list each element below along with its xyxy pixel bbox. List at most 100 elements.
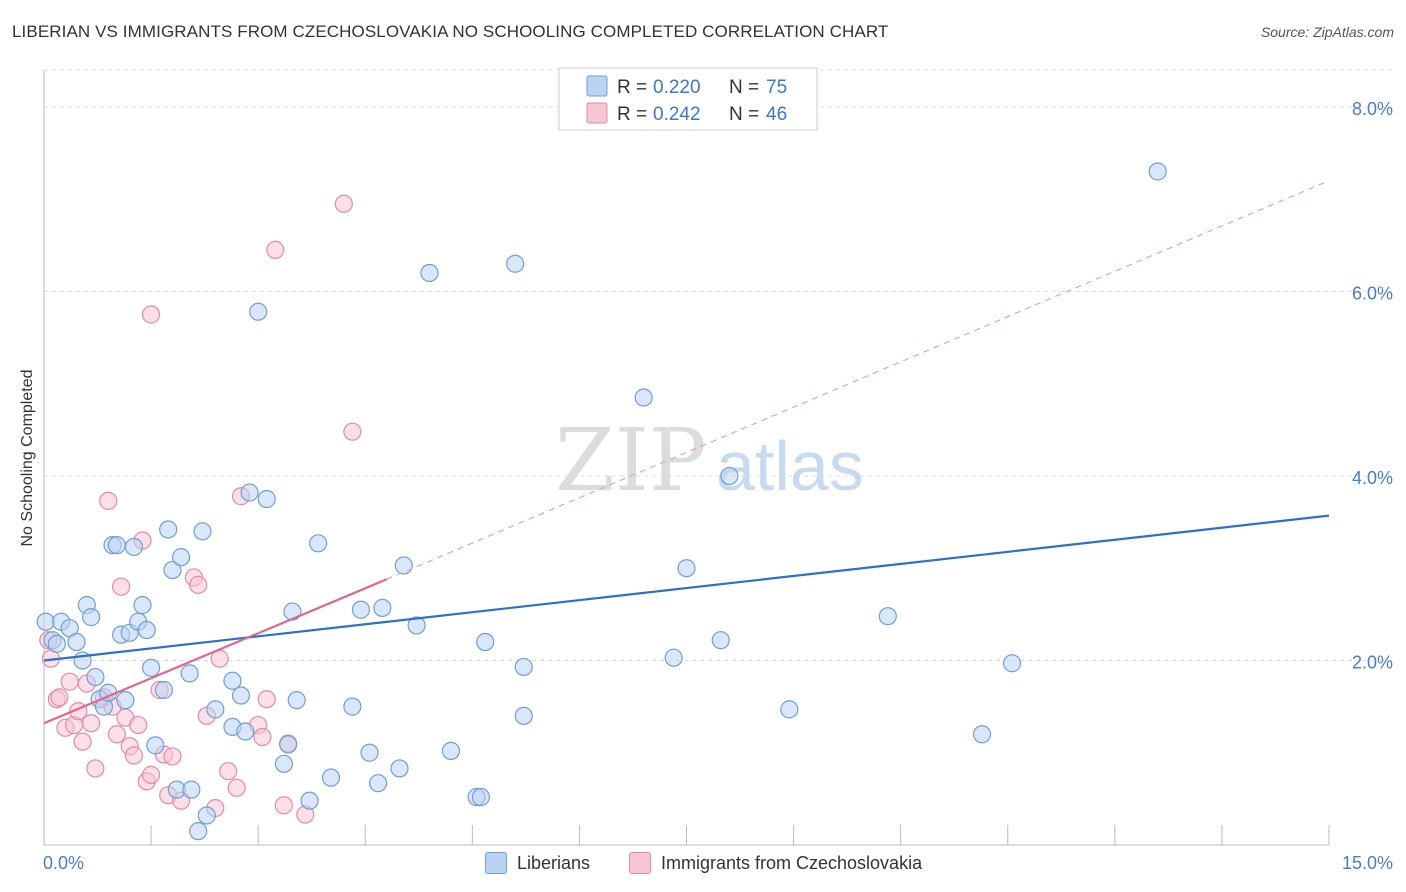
legend-swatch-blue (586, 75, 608, 97)
y-tick-label: 6.0% (1352, 283, 1393, 303)
point-czechoslovakia (189, 575, 208, 594)
legend-swatch-liberians (485, 852, 507, 874)
legend-swatch-pink (586, 102, 608, 124)
x-tick-label-max: 15.0% (1342, 853, 1393, 873)
point-liberians (711, 631, 730, 650)
point-czechoslovakia (60, 672, 79, 691)
point-czechoslovakia (82, 714, 101, 733)
point-liberians (274, 754, 293, 773)
point-liberians (394, 556, 413, 575)
point-czechoslovakia (141, 305, 161, 324)
point-liberians (124, 537, 144, 557)
point-liberians (82, 608, 101, 627)
point-liberians (231, 686, 251, 705)
legend-item-czechoslovakia: Immigrants from Czechoslovakia (629, 852, 922, 874)
point-liberians (878, 607, 897, 626)
trend-line-czechoslovakia-extension (386, 180, 1330, 580)
point-czechoslovakia (99, 491, 118, 510)
point-liberians (300, 791, 319, 810)
watermark-atlas: atlas (716, 427, 864, 505)
point-liberians (351, 600, 371, 619)
legend-r-label-2: R = (617, 104, 647, 125)
point-czechoslovakia (266, 240, 285, 260)
point-liberians (390, 759, 409, 778)
point-liberians (180, 664, 199, 683)
point-liberians (407, 616, 426, 635)
gridlines (44, 69, 1392, 661)
point-liberians (514, 657, 533, 677)
point-liberians (720, 466, 739, 486)
axes (43, 70, 1330, 846)
point-liberians (223, 671, 242, 690)
legend-n-label-1: N = (729, 77, 759, 98)
point-liberians (972, 725, 992, 744)
point-liberians (343, 697, 362, 716)
x-tick-label-min: 0.0% (43, 853, 84, 873)
point-czechoslovakia (219, 762, 238, 781)
y-tick-label: 4.0% (1352, 468, 1393, 488)
point-liberians (249, 302, 268, 321)
point-czechoslovakia (124, 746, 144, 765)
legend-n-value-1: 75 (766, 77, 787, 98)
point-liberians (193, 522, 212, 541)
point-liberians (116, 691, 135, 710)
legend-item-liberians: Liberians (485, 852, 590, 874)
watermark: ZIP atlas (555, 411, 864, 511)
point-liberians (107, 536, 126, 555)
point-czechoslovakia (163, 747, 182, 766)
point-liberians (279, 735, 298, 754)
point-liberians (159, 520, 178, 539)
series-czechoslovakia-points (39, 194, 362, 824)
point-liberians (206, 700, 225, 719)
point-liberians (373, 598, 392, 617)
point-liberians (67, 632, 86, 652)
y-tick-labels: 2.0% 4.0% 6.0% 8.0% (1352, 99, 1393, 673)
y-tick-label: 2.0% (1352, 652, 1393, 672)
point-czechoslovakia (111, 577, 131, 596)
trend-line-liberians (43, 514, 1330, 662)
point-czechoslovakia (73, 732, 92, 751)
point-liberians (240, 483, 259, 502)
point-liberians (514, 706, 533, 725)
point-liberians (283, 602, 302, 621)
point-czechoslovakia (274, 796, 293, 815)
point-liberians (163, 560, 182, 580)
legend-r-value-1: 0.220 (653, 77, 701, 98)
point-czechoslovakia (334, 194, 353, 213)
point-liberians (189, 822, 208, 841)
point-liberians (141, 658, 161, 677)
point-czechoslovakia (86, 759, 105, 778)
point-liberians (441, 741, 461, 760)
point-czechoslovakia (50, 688, 69, 707)
point-liberians (1002, 654, 1022, 673)
point-czechoslovakia (141, 765, 161, 784)
source-attribution: Source: ZipAtlas.com (1260, 24, 1394, 40)
point-czechoslovakia (257, 690, 276, 709)
point-liberians (476, 632, 495, 652)
point-liberians (171, 548, 191, 567)
watermark-zip: ZIP (555, 411, 707, 511)
point-liberians (471, 787, 490, 807)
point-liberians (360, 743, 379, 762)
point-liberians (236, 722, 255, 741)
point-liberians (634, 388, 653, 407)
point-liberians (309, 534, 328, 553)
trend-lines (43, 180, 1330, 725)
point-liberians (137, 620, 156, 640)
point-liberians (197, 806, 216, 825)
legend-n-label-2: N = (729, 104, 759, 125)
point-liberians (677, 559, 696, 578)
point-liberians (369, 774, 388, 793)
point-liberians (506, 254, 525, 273)
point-liberians (182, 780, 201, 799)
point-czechoslovakia (343, 422, 362, 441)
point-liberians (321, 768, 341, 787)
series-liberians-points (36, 162, 1167, 841)
point-liberians (1148, 162, 1167, 181)
point-liberians (420, 263, 439, 283)
stats-legend: R = 0.220 N = 75 R = 0.242 N = 46 (558, 67, 818, 131)
point-czechoslovakia (253, 727, 272, 747)
legend-label-liberians: Liberians (517, 852, 591, 873)
y-tick-label: 8.0% (1352, 99, 1393, 119)
